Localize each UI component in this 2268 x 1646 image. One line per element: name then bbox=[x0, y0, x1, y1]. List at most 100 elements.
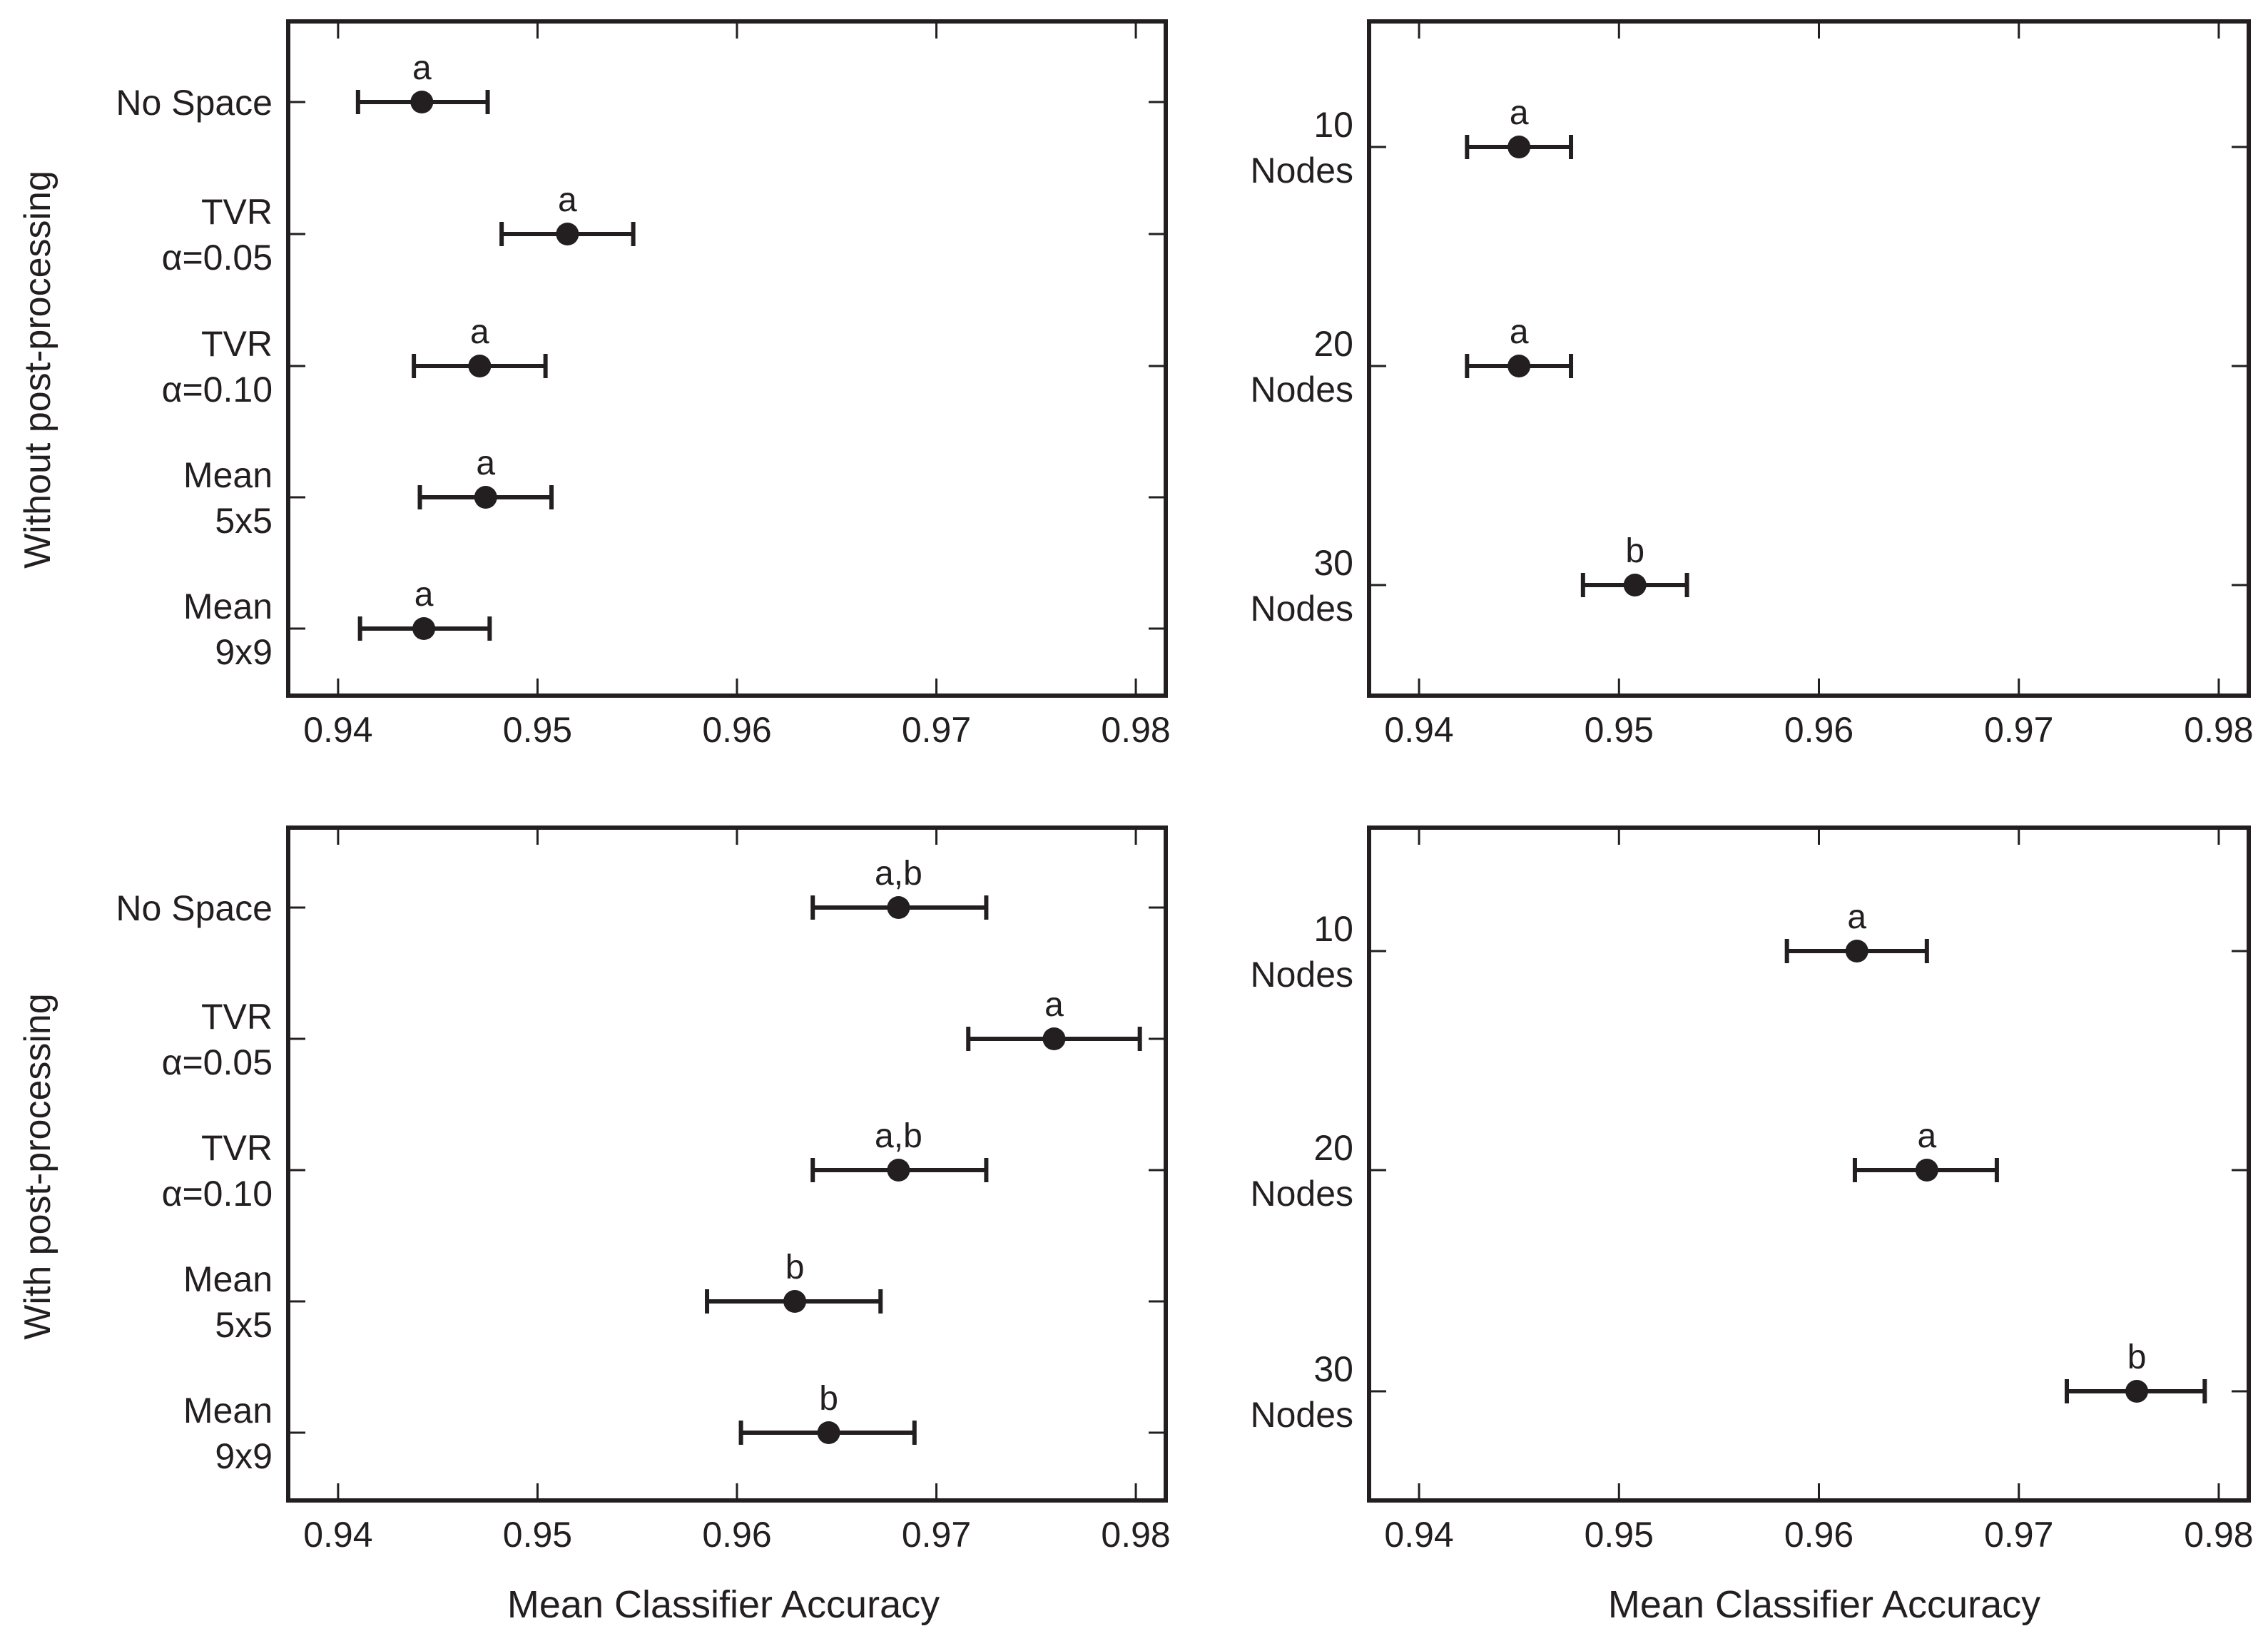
x-tick-label: 0.97 bbox=[902, 710, 971, 750]
significance-letter: a bbox=[1847, 898, 1866, 936]
y-category-label-line: α=0.10 bbox=[162, 1174, 273, 1214]
significance-letter: a,b bbox=[875, 1117, 922, 1155]
y-category-label-line: TVR bbox=[201, 1128, 273, 1168]
row-label-bottom: With post-processing bbox=[17, 993, 59, 1340]
y-category-label-line: Mean bbox=[183, 1391, 273, 1431]
y-category-label-line: Nodes bbox=[1250, 1395, 1353, 1435]
y-category-label-line: Nodes bbox=[1250, 151, 1353, 190]
data-point bbox=[1507, 136, 1531, 158]
y-category-label: TVR α=0.05 bbox=[162, 192, 273, 278]
x-tick-label: 0.95 bbox=[503, 710, 572, 750]
x-tick-label: 0.98 bbox=[1101, 1515, 1170, 1555]
significance-letter: a,b bbox=[875, 855, 922, 893]
data-point bbox=[817, 1421, 840, 1444]
y-category-label: Mean 9x9 bbox=[183, 1391, 273, 1476]
x-tick-label: 0.94 bbox=[1384, 1515, 1453, 1555]
x-tick-label: 0.97 bbox=[1984, 1515, 2053, 1555]
y-category-label-line: 20 bbox=[1313, 324, 1353, 364]
y-category-label-line: α=0.10 bbox=[162, 370, 273, 410]
data-point bbox=[1623, 574, 1647, 596]
plot-frame bbox=[1367, 19, 2251, 698]
y-category-label-line: 30 bbox=[1313, 1349, 1353, 1389]
y-category-label-line: 9x9 bbox=[215, 1436, 273, 1476]
y-category-label-line: Nodes bbox=[1250, 955, 1353, 995]
x-tick-label: 0.96 bbox=[1784, 710, 1853, 750]
y-category-label-line: 5x5 bbox=[215, 501, 273, 541]
y-category-label-line: 30 bbox=[1313, 543, 1353, 583]
data-point bbox=[783, 1290, 807, 1313]
significance-letter: b bbox=[819, 1380, 838, 1418]
y-category-label-line: TVR bbox=[201, 324, 273, 364]
x-tick-label: 0.96 bbox=[702, 1515, 771, 1555]
significance-letter: a bbox=[1044, 986, 1064, 1024]
x-tick-label: 0.95 bbox=[503, 1515, 572, 1555]
significance-letter: a bbox=[470, 313, 489, 351]
x-tick-label: 0.98 bbox=[2184, 710, 2253, 750]
panel-top-left: 0.94 0.95 0.96 0.97 0.98 No Space a TVR α=0.05 a T… bbox=[116, 19, 1171, 750]
y-category-label-line: Mean bbox=[183, 1259, 273, 1299]
y-category-label: 10 Nodes bbox=[1250, 909, 1353, 995]
y-category-label: Mean 5x5 bbox=[183, 1259, 273, 1345]
data-point bbox=[412, 617, 436, 640]
y-category-label-line: α=0.05 bbox=[162, 1042, 273, 1082]
y-category-label-line: Nodes bbox=[1250, 1174, 1353, 1214]
x-tick-label: 0.96 bbox=[1784, 1515, 1853, 1555]
y-category-label: 30 Nodes bbox=[1250, 1349, 1353, 1435]
x-tick-label: 0.97 bbox=[902, 1515, 971, 1555]
plot-frame bbox=[1367, 825, 2251, 1503]
x-tick-label: 0.94 bbox=[303, 1515, 372, 1555]
x-axis-label-right: Mean Classifier Accuracy bbox=[1608, 1583, 2040, 1626]
data-point bbox=[410, 91, 434, 113]
x-tick-label: 0.98 bbox=[2184, 1515, 2253, 1555]
x-tick-label: 0.97 bbox=[1984, 710, 2053, 750]
y-category-label: 30 Nodes bbox=[1250, 543, 1353, 629]
x-tick-label: 0.95 bbox=[1585, 1515, 1654, 1555]
data-point bbox=[556, 223, 579, 245]
significance-letter: a bbox=[1510, 313, 1529, 351]
y-category-label-line: Nodes bbox=[1250, 589, 1353, 629]
y-category-label: No Space bbox=[116, 83, 273, 123]
data-point bbox=[1845, 940, 1868, 962]
panel-bottom-left: 0.94 0.95 0.96 0.97 0.98 No Space a,b TVR α=0.05… bbox=[116, 825, 1171, 1555]
y-category-label-line: 20 bbox=[1313, 1128, 1353, 1168]
significance-letter: a bbox=[412, 49, 432, 87]
x-tick-label: 0.94 bbox=[303, 710, 372, 750]
significance-letter: b bbox=[1625, 532, 1644, 570]
y-category-label-line: TVR bbox=[201, 192, 273, 232]
panel-bottom-right: 0.94 0.95 0.96 0.97 0.98 10 Nodes a 20 Nodes a 30 No… bbox=[1250, 825, 2254, 1555]
significance-letter: a bbox=[415, 576, 434, 614]
significance-letter: a bbox=[1917, 1117, 1936, 1155]
x-tick-label: 0.94 bbox=[1384, 710, 1453, 750]
x-tick-label: 0.95 bbox=[1585, 710, 1654, 750]
x-tick-label: 0.98 bbox=[1101, 710, 1170, 750]
significance-letter: a bbox=[476, 444, 495, 482]
plot-frame bbox=[286, 825, 1168, 1503]
significance-letter: a bbox=[1510, 94, 1529, 132]
data-point bbox=[1042, 1027, 1066, 1050]
y-category-label-line: Mean bbox=[183, 586, 273, 626]
y-category-label-line: Mean bbox=[183, 455, 273, 495]
data-point bbox=[468, 355, 492, 377]
plot-frame bbox=[286, 19, 1168, 698]
y-category-label: Mean 9x9 bbox=[183, 586, 273, 672]
y-category-label: TVR α=0.10 bbox=[162, 1128, 273, 1214]
y-category-label: TVR α=0.10 bbox=[162, 324, 273, 410]
data-point bbox=[1507, 355, 1531, 377]
x-tick-label: 0.96 bbox=[702, 710, 771, 750]
y-category-label-line: Nodes bbox=[1250, 370, 1353, 410]
y-category-label: TVR α=0.05 bbox=[162, 997, 273, 1082]
panel-top-right: 0.94 0.95 0.96 0.97 0.98 10 Nodes a 20 Nodes a 30 No… bbox=[1250, 19, 2254, 750]
significance-letter: b bbox=[785, 1249, 805, 1286]
data-point bbox=[887, 896, 910, 919]
data-point bbox=[887, 1159, 910, 1182]
y-category-label: 20 Nodes bbox=[1250, 1128, 1353, 1214]
y-category-label-line: 10 bbox=[1313, 909, 1353, 949]
y-category-label: No Space bbox=[116, 888, 273, 928]
y-category-label: 10 Nodes bbox=[1250, 105, 1353, 190]
x-axis-label-left: Mean Classifier Accuracy bbox=[507, 1583, 940, 1626]
row-label-top: Without post-processing bbox=[17, 171, 59, 569]
data-point bbox=[474, 486, 497, 509]
y-category-label-line: 10 bbox=[1313, 105, 1353, 145]
significance-letter: a bbox=[558, 181, 577, 219]
